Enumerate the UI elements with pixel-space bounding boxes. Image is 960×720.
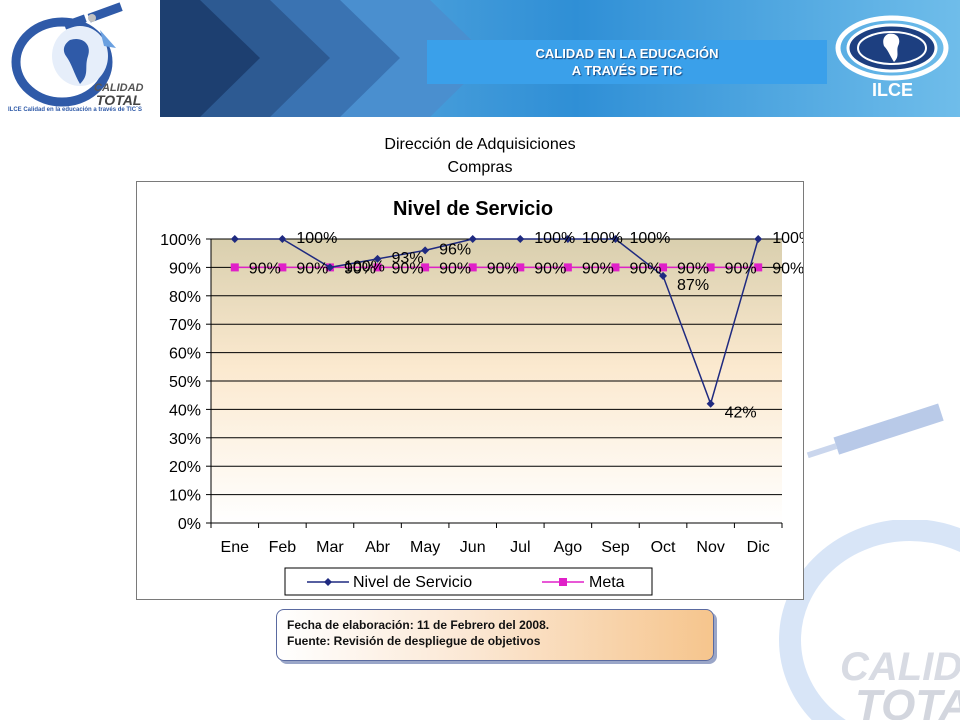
y-tick-label: 70% (169, 317, 201, 334)
ilce-globe-icon (835, 15, 949, 81)
meta-data-label: 90% (772, 260, 803, 277)
meta-point (563, 263, 572, 272)
page-subtitle-line-1: Dirección de Adquisiciones (384, 136, 576, 153)
legend-label-meta: Meta (589, 574, 625, 591)
meta-point (516, 263, 525, 272)
meta-data-label: 90% (534, 260, 566, 277)
svg-text:TOTAL: TOTAL (855, 681, 960, 720)
x-tick-label: Jun (460, 539, 486, 556)
x-tick-label: Oct (651, 539, 676, 556)
nivel-point (230, 235, 239, 243)
ilce-logo: ILCE (830, 10, 955, 110)
calidad-total-logo: CALIDAD TOTAL ILCE Calidad en la educaci… (0, 0, 160, 117)
meta-data-label: 90% (344, 260, 376, 277)
meta-point (373, 263, 382, 272)
meta-data-label: 90% (487, 260, 519, 277)
meta-point (468, 263, 477, 272)
nivel-point (659, 271, 668, 280)
x-tick-label: Ene (221, 539, 250, 556)
x-tick-label: Feb (269, 539, 297, 556)
logo-text-calidad: CALIDAD (94, 82, 144, 94)
svg-text:CALIDAD: CALIDAD (840, 645, 960, 689)
nivel-point (563, 235, 572, 243)
series-line-nivel (234, 238, 759, 407)
nivel-point (754, 235, 763, 243)
logo-caption: ILCE Calidad en la educación a través de… (8, 107, 143, 113)
meta-point (659, 263, 668, 272)
meta-point (421, 263, 430, 272)
ilce-logo-text: ILCE (871, 80, 913, 100)
chevron-decoration (130, 0, 490, 117)
legend-label-nivel: Nivel de Servicio (353, 574, 472, 591)
page-subtitle-line-2: Compras (447, 159, 513, 176)
nivel-data-label: 100% (344, 258, 385, 275)
meta-data-label: 90% (296, 260, 328, 277)
legend-marker-nivel (324, 578, 332, 586)
meta-data-label: 90% (725, 260, 757, 277)
x-tick-label: Jul (510, 539, 530, 556)
chart-legend: Nivel de Servicio Meta (284, 567, 653, 596)
meta-point (230, 263, 239, 272)
nivel-point (421, 246, 430, 255)
nivel-data-label: 100% (296, 230, 337, 247)
nivel-point (468, 235, 477, 243)
chart-title: Nivel de Servicio (393, 198, 553, 220)
nivel-point (516, 235, 525, 243)
header-banner: CALIDAD TOTAL ILCE Calidad en la educaci… (0, 0, 960, 117)
y-tick-label: 20% (169, 459, 201, 476)
y-tick-label: 10% (169, 488, 201, 505)
nivel-data-label: 87% (677, 277, 709, 294)
x-tick-label: Dic (747, 539, 770, 556)
x-tick-label: Abr (365, 539, 391, 556)
nivel-point (325, 263, 334, 272)
nivel-point (278, 235, 287, 243)
nivel-servicio-chart: Nivel de Servicio 0% 10% 20% 30% 40% 50% 60% 70… (160, 198, 813, 596)
x-tick-label: Ago (554, 539, 583, 556)
nivel-data-label: 96% (439, 241, 471, 258)
meta-data-label: 90% (439, 260, 471, 277)
meta-point (706, 263, 715, 272)
meta-data-label: 90% (392, 260, 424, 277)
x-tick-label: May (410, 539, 440, 556)
nivel-point (611, 235, 620, 243)
globe-watermark-icon: CALIDAD TOTAL (779, 520, 960, 720)
banner-line-1: CALIDAD EN LA EDUCACIÓN (535, 46, 719, 61)
header-title-banner: CALIDAD EN LA EDUCACIÓN A TRAVÉS DE TIC (427, 40, 827, 84)
x-tick-label: Mar (316, 539, 344, 556)
satellite-watermark-icon (806, 403, 944, 459)
y-tick-label: 60% (169, 346, 201, 363)
y-tick-label: 0% (178, 516, 201, 533)
globe-satellite-icon (11, 2, 123, 107)
chart-frame: Nivel de Servicio 0% 10% 20% 30% 40% 50% 60% 70… (136, 181, 813, 600)
nivel-data-label: 100% (534, 230, 575, 247)
y-tick-label: 90% (169, 260, 201, 277)
meta-point (611, 263, 620, 272)
logo-text-total: TOTAL (96, 92, 142, 108)
y-tick-label: 40% (169, 402, 201, 419)
legend-marker-meta (559, 578, 567, 586)
nivel-point (373, 254, 382, 263)
meta-point (754, 263, 763, 272)
nivel-data-label: 100% (582, 230, 623, 247)
meta-point (278, 263, 287, 272)
y-tick-label: 30% (169, 431, 201, 448)
nivel-data-label: 100% (772, 230, 803, 247)
banner-line-2: A TRAVÉS DE TIC (571, 63, 683, 78)
meta-data-label: 90% (677, 260, 709, 277)
meta-data-label: 90% (629, 260, 661, 277)
fuente-text: Fuente: Revisión de despliegue de objeti… (287, 634, 541, 648)
meta-data-label: 90% (249, 260, 281, 277)
y-tick-label: 100% (160, 232, 201, 249)
y-tick-label: 80% (169, 289, 201, 306)
meta-data-label: 90% (582, 260, 614, 277)
nivel-data-label: 93% (392, 250, 424, 267)
nivel-point (706, 399, 715, 408)
nivel-data-label: 42% (725, 405, 757, 422)
y-tick-label: 50% (169, 374, 201, 391)
nivel-data-label: 100% (629, 230, 670, 247)
fecha-elaboracion: Fecha de elaboración: 11 de Febrero del … (287, 618, 550, 632)
info-box: Fecha de elaboración: 11 de Febrero del … (276, 609, 714, 661)
x-tick-label: Sep (601, 539, 630, 556)
x-tick-label: Nov (696, 539, 724, 556)
